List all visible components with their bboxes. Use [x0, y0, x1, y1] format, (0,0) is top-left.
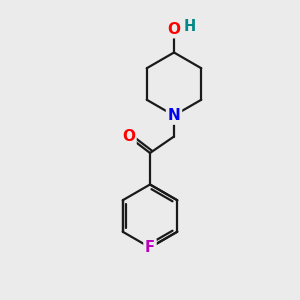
- Text: N: N: [168, 108, 180, 123]
- Text: O: O: [122, 129, 135, 144]
- Text: F: F: [145, 240, 155, 255]
- Text: O: O: [167, 22, 181, 37]
- Text: H: H: [184, 19, 196, 34]
